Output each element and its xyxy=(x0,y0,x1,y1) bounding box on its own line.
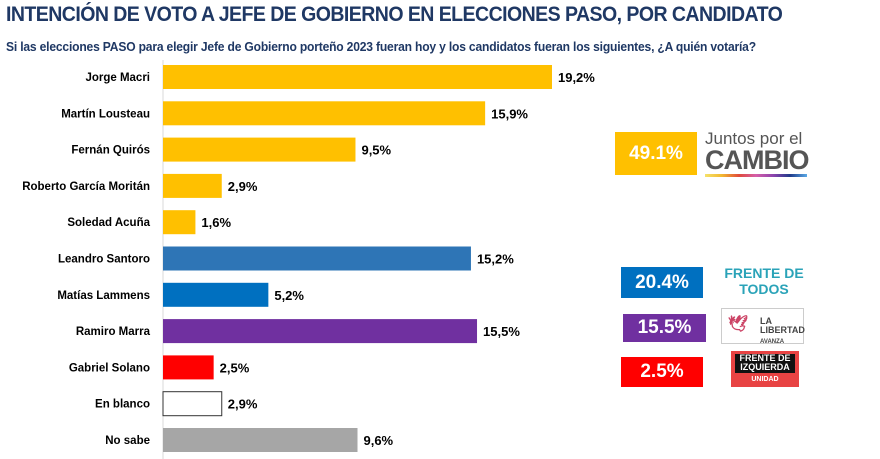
category-label: Martín Lousteau xyxy=(61,108,150,120)
bar xyxy=(163,137,356,162)
data-label: 9,5% xyxy=(361,143,391,158)
bar xyxy=(163,355,214,380)
bar xyxy=(163,428,358,452)
category-label: No sabe xyxy=(105,435,150,447)
total-jxc: 49.1% xyxy=(615,132,697,175)
total-lla: 15.5% xyxy=(623,314,706,342)
category-label: Roberto García Moritán xyxy=(22,181,150,193)
total-fdt: 20.4% xyxy=(621,267,703,298)
logo-la-libertad-avanza: 🕊 LA LIBERTAD AVANZA xyxy=(721,308,805,345)
category-label: En blanco xyxy=(95,399,150,411)
bar xyxy=(163,246,471,271)
data-label: 15,9% xyxy=(491,106,528,121)
logo-juntos-por-el-cambio: Juntos por el CAMBIO xyxy=(705,129,809,177)
data-label: 15,2% xyxy=(477,252,514,267)
bar xyxy=(163,282,269,307)
category-label: Matías Lammens xyxy=(57,290,150,302)
bar xyxy=(162,391,223,417)
chart-subtitle: Si las elecciones PASO para elegir Jefe … xyxy=(6,39,756,54)
bar xyxy=(163,210,196,235)
category-label: Leandro Santoro xyxy=(58,254,150,266)
chart-title: INTENCIÓN DE VOTO A JEFE DE GOBIERNO EN … xyxy=(6,3,783,26)
data-label: 1,6% xyxy=(201,215,231,230)
data-label: 2,9% xyxy=(228,397,258,412)
data-label: 5,2% xyxy=(274,288,304,303)
bar xyxy=(163,319,478,344)
bar xyxy=(163,101,486,126)
data-label: 19,2% xyxy=(558,70,595,85)
data-label: 15,5% xyxy=(483,324,520,339)
total-fit: 2.5% xyxy=(621,357,703,387)
category-label: Jorge Macri xyxy=(85,72,150,84)
data-label: 9,6% xyxy=(363,433,393,448)
category-label: Gabriel Solano xyxy=(69,362,150,374)
bar xyxy=(163,173,222,198)
data-label: 2,5% xyxy=(220,360,250,375)
bar xyxy=(163,65,552,89)
category-label: Fernán Quirós xyxy=(71,145,150,157)
category-label: Ramiro Marra xyxy=(76,326,151,338)
data-label: 2,9% xyxy=(228,179,258,194)
category-label: Soledad Acuña xyxy=(67,217,150,229)
logo-frente-de-izquierda: FRENTE DE IZQUIERDA UNIDAD xyxy=(731,351,799,387)
logo-frente-de-todos: FRENTE DE TODOS xyxy=(724,265,804,298)
